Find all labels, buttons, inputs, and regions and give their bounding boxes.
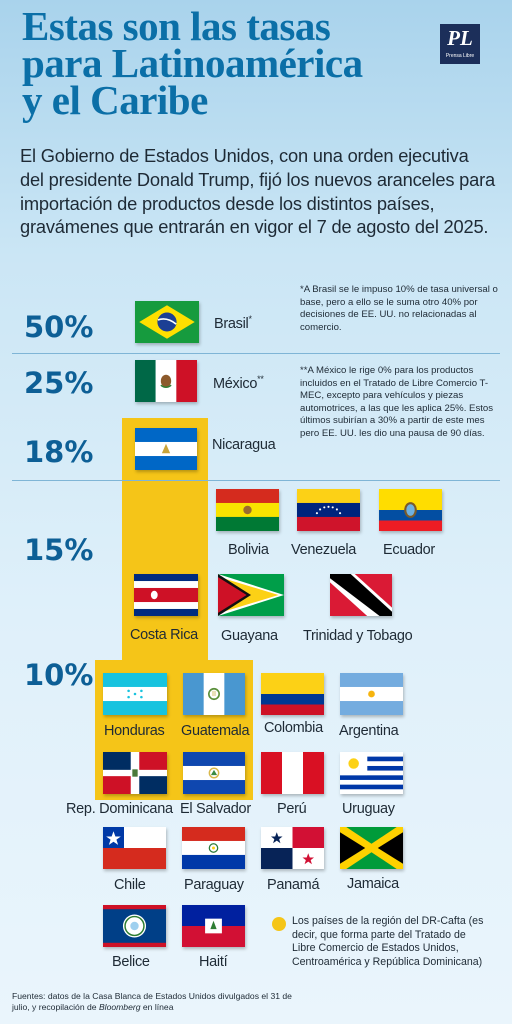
- el-salvador-flag: [183, 752, 245, 794]
- honduras-label: Honduras: [104, 723, 165, 739]
- jamaica-flag: [340, 827, 403, 869]
- argentina-flag: [340, 673, 403, 715]
- rate-label-25: 25%: [24, 366, 94, 400]
- el-salvador-label: El Salvador: [180, 801, 251, 817]
- peru-flag: [261, 752, 324, 794]
- source-note: Fuentes: datos de la Casa Blanca de Esta…: [12, 991, 292, 1012]
- belice-label: Belice: [112, 954, 150, 970]
- haiti-label: Haití: [199, 954, 228, 970]
- guayana-flag: [218, 574, 284, 616]
- brasil-flag: [135, 301, 199, 343]
- panama-label: Panamá: [267, 877, 320, 893]
- jamaica-label: Jamaica: [347, 876, 399, 892]
- rate-label-18: 18%: [24, 435, 94, 469]
- intro-paragraph: El Gobierno de Estados Unidos, con una o…: [20, 145, 495, 238]
- rate-label-15: 15%: [24, 533, 94, 567]
- ecuador-label: Ecuador: [383, 542, 435, 558]
- venezuela-flag: [297, 489, 360, 531]
- bolivia-label: Bolivia: [228, 542, 269, 558]
- uruguay-label: Uruguay: [342, 801, 395, 817]
- logo-text: PL: [447, 26, 473, 50]
- guayana-label: Guayana: [221, 628, 278, 644]
- mexico-asterisks: **: [257, 374, 264, 384]
- paraguay-flag: [182, 827, 245, 869]
- guatemala-label: Guatemala: [181, 723, 250, 739]
- honduras-flag: [103, 673, 167, 715]
- trinidad-flag: [330, 574, 392, 616]
- costa-rica-flag: [134, 574, 198, 616]
- rep-dominicana-label: Rep. Dominicana: [66, 801, 173, 817]
- venezuela-label: Venezuela: [291, 542, 357, 558]
- chile-label: Chile: [114, 877, 146, 893]
- rate-label-50: 50%: [24, 310, 94, 344]
- peru-label: Perú: [277, 801, 307, 817]
- mexico-label: México**: [213, 374, 264, 392]
- dr-cafta-legend: Los países de la región del DR-Cafta (es…: [292, 915, 484, 968]
- page-title: Estas son las tasas para Latinoamérica y…: [22, 3, 422, 123]
- colombia-label: Colombia: [264, 720, 323, 736]
- rep-dominicana-flag: [103, 752, 167, 794]
- panama-flag: [261, 827, 324, 869]
- bolivia-flag: [216, 489, 279, 531]
- mexico-flag: [135, 360, 197, 402]
- colombia-flag: [261, 673, 324, 715]
- costa-rica-label: Costa Rica: [130, 627, 198, 643]
- rate-label-10: 10%: [24, 658, 94, 692]
- title-line: Estas son las tasas: [22, 3, 331, 49]
- brasil-label: Brasil*: [214, 314, 252, 332]
- chile-flag: [103, 827, 166, 869]
- dr-cafta-legend-dot: [272, 917, 286, 931]
- divider: [12, 353, 500, 354]
- guatemala-flag: [183, 673, 245, 715]
- prensa-libre-logo: PL Prensa Libre: [440, 24, 480, 64]
- brasil-note: *A Brasil se le impuso 10% de tasa unive…: [300, 284, 498, 333]
- title-line: para Latinoamérica: [22, 40, 363, 86]
- ecuador-flag: [379, 489, 442, 531]
- nicaragua-flag: [135, 428, 197, 470]
- paraguay-label: Paraguay: [184, 877, 244, 893]
- uruguay-flag: [340, 752, 403, 794]
- belice-flag: [103, 905, 166, 947]
- argentina-label: Argentina: [339, 723, 399, 739]
- title-line: y el Caribe: [22, 77, 208, 123]
- haiti-flag: [182, 905, 245, 947]
- nicaragua-label: Nicaragua: [212, 437, 276, 453]
- logo-subtext: Prensa Libre: [445, 53, 475, 59]
- mexico-note: **A México le rige 0% para los productos…: [300, 365, 494, 439]
- divider: [12, 480, 500, 481]
- trinidad-label: Trinidad y Tobago: [303, 628, 413, 644]
- brasil-asterisk: *: [248, 314, 252, 324]
